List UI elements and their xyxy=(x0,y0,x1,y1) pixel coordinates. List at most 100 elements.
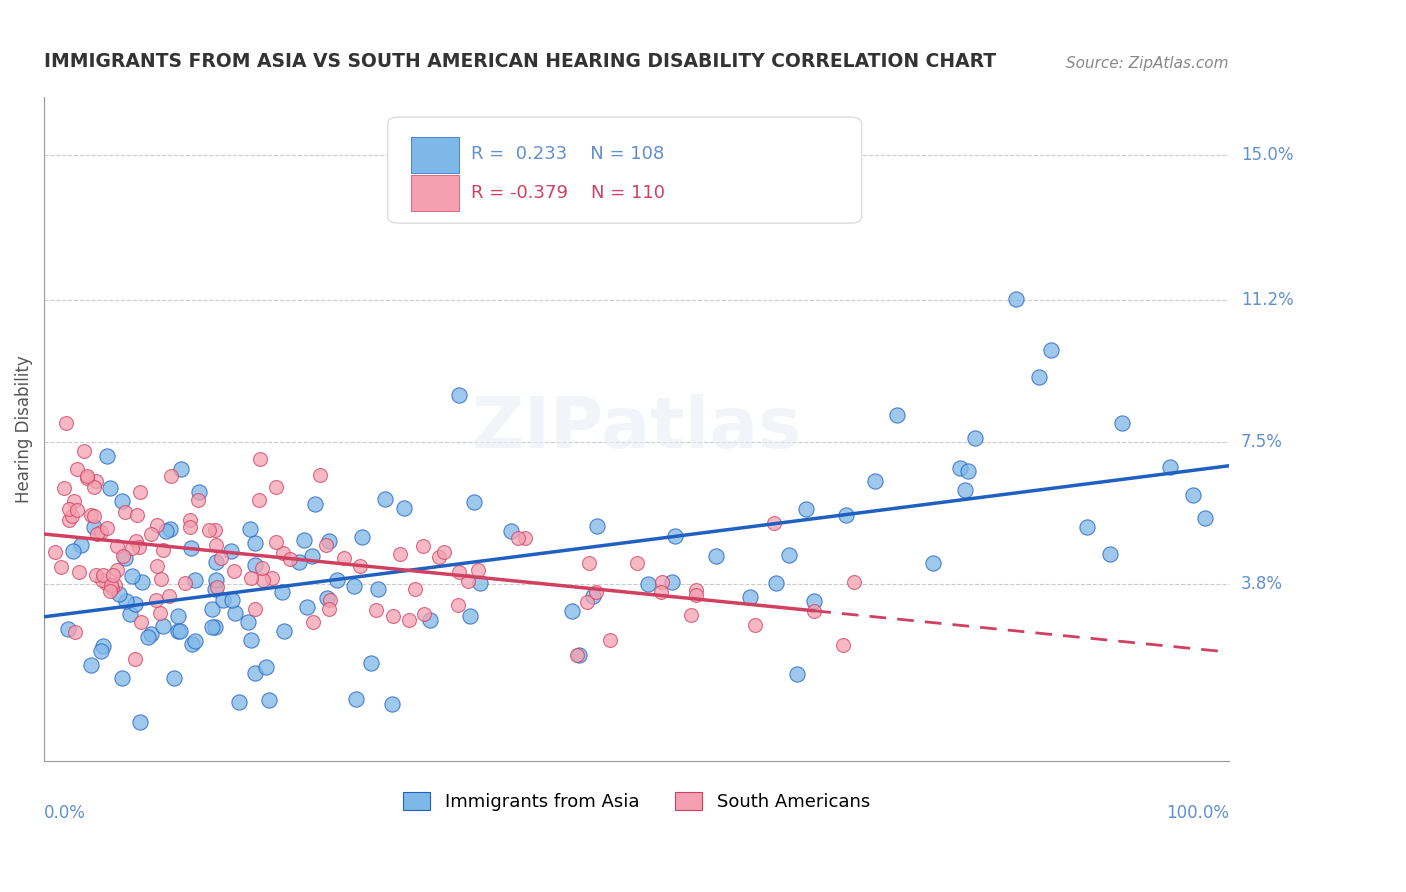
Point xyxy=(112,549,135,563)
Point xyxy=(139,526,162,541)
Point xyxy=(578,556,600,570)
Point xyxy=(84,474,107,488)
Point xyxy=(664,528,686,542)
Point xyxy=(125,533,148,548)
Point xyxy=(145,593,167,607)
Y-axis label: Hearing Disability: Hearing Disability xyxy=(15,355,32,503)
Point xyxy=(131,574,153,589)
Point xyxy=(104,578,127,592)
Point xyxy=(568,648,591,662)
Point xyxy=(301,549,323,563)
Point xyxy=(260,571,283,585)
Point xyxy=(76,468,98,483)
Point xyxy=(236,615,259,629)
Point xyxy=(62,508,84,523)
Point xyxy=(318,602,340,616)
Point xyxy=(458,609,481,624)
Point xyxy=(360,656,382,670)
Point xyxy=(367,582,389,596)
Point xyxy=(169,624,191,638)
Point xyxy=(1182,488,1205,502)
FancyBboxPatch shape xyxy=(388,117,862,223)
Point xyxy=(740,590,762,604)
Point xyxy=(243,602,266,616)
Point xyxy=(949,460,972,475)
Point xyxy=(51,560,73,574)
Point xyxy=(219,544,242,558)
Point xyxy=(447,598,470,612)
Point xyxy=(499,524,522,538)
Point xyxy=(159,522,181,536)
Point xyxy=(240,571,263,585)
Point xyxy=(201,620,224,634)
Point xyxy=(127,508,149,522)
Point xyxy=(204,582,226,597)
Point xyxy=(292,533,315,548)
Point xyxy=(398,613,420,627)
Point xyxy=(302,615,325,629)
Point xyxy=(121,569,143,583)
Point xyxy=(763,516,786,530)
Point xyxy=(786,667,808,681)
Point xyxy=(413,607,436,621)
Text: 7.5%: 7.5% xyxy=(1240,434,1282,451)
Point xyxy=(129,615,152,629)
Point xyxy=(252,573,274,587)
Point xyxy=(561,603,583,617)
Point xyxy=(114,551,136,566)
Point xyxy=(886,408,908,422)
Text: 11.2%: 11.2% xyxy=(1240,292,1294,310)
Point xyxy=(124,652,146,666)
Point xyxy=(1028,369,1050,384)
Legend: Immigrants from Asia, South Americans: Immigrants from Asia, South Americans xyxy=(396,784,877,818)
Point xyxy=(381,697,404,711)
Point xyxy=(100,581,122,595)
Point xyxy=(1159,460,1181,475)
Point xyxy=(224,564,246,578)
Point xyxy=(280,552,302,566)
Text: Source: ZipAtlas.com: Source: ZipAtlas.com xyxy=(1066,55,1229,70)
Point xyxy=(128,540,150,554)
Point xyxy=(831,638,853,652)
Point xyxy=(319,592,342,607)
Point xyxy=(167,624,190,638)
Point xyxy=(184,573,207,587)
Point xyxy=(96,521,118,535)
Point xyxy=(83,520,105,534)
Point xyxy=(254,660,277,674)
Point xyxy=(419,613,441,627)
Point xyxy=(637,577,659,591)
Point xyxy=(685,588,707,602)
Point xyxy=(243,665,266,680)
Point xyxy=(250,560,273,574)
Point xyxy=(70,538,93,552)
Point xyxy=(650,585,672,599)
Point xyxy=(842,575,865,590)
Point xyxy=(146,518,169,533)
Point xyxy=(585,585,607,599)
Point xyxy=(333,550,356,565)
Point xyxy=(921,556,943,570)
Point xyxy=(205,574,228,588)
Point xyxy=(247,492,270,507)
Point xyxy=(205,538,228,552)
Point xyxy=(205,555,228,569)
Point xyxy=(111,494,134,508)
Point xyxy=(288,555,311,569)
Point xyxy=(200,602,222,616)
Point xyxy=(184,634,207,648)
Point xyxy=(778,548,800,562)
Point xyxy=(66,462,89,476)
Point xyxy=(412,539,434,553)
Point xyxy=(170,462,193,476)
Point xyxy=(90,643,112,657)
Point xyxy=(174,576,197,591)
FancyBboxPatch shape xyxy=(412,175,458,211)
Point xyxy=(63,624,86,639)
Point xyxy=(157,590,180,604)
Point xyxy=(209,551,232,566)
Point xyxy=(79,508,101,522)
Point xyxy=(86,526,108,541)
Text: R = -0.379    N = 110: R = -0.379 N = 110 xyxy=(471,184,665,202)
Point xyxy=(105,563,128,577)
